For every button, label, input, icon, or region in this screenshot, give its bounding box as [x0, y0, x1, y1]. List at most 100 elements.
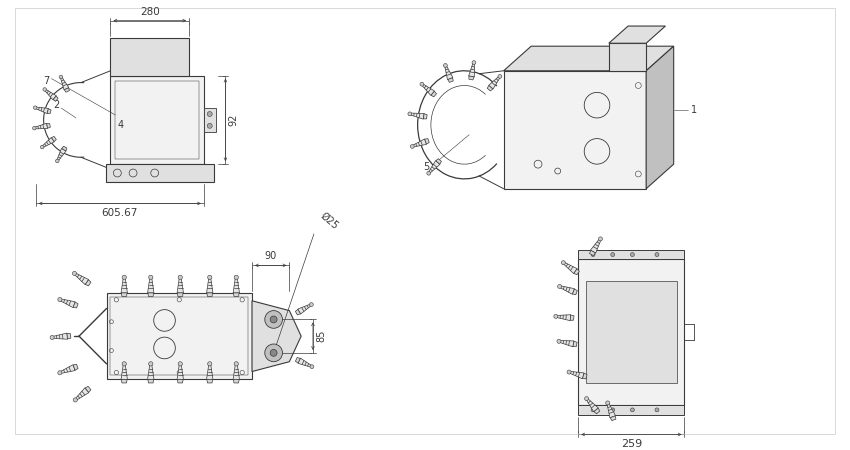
Circle shape: [309, 303, 314, 306]
Bar: [578, 405, 684, 415]
Polygon shape: [52, 333, 67, 339]
Bar: [110, 297, 248, 375]
Circle shape: [420, 82, 424, 86]
Circle shape: [122, 362, 127, 366]
Circle shape: [50, 335, 54, 340]
Circle shape: [41, 145, 44, 149]
Polygon shape: [85, 386, 91, 392]
Polygon shape: [591, 238, 601, 253]
Circle shape: [270, 316, 277, 323]
Circle shape: [234, 275, 238, 279]
Polygon shape: [563, 262, 577, 274]
Circle shape: [631, 252, 634, 256]
Circle shape: [655, 252, 659, 256]
Circle shape: [73, 398, 77, 402]
Polygon shape: [487, 86, 493, 91]
Circle shape: [149, 362, 153, 366]
Polygon shape: [573, 289, 577, 295]
Polygon shape: [44, 89, 56, 100]
Polygon shape: [122, 293, 127, 297]
Text: 4: 4: [117, 120, 123, 130]
Circle shape: [606, 401, 609, 405]
Circle shape: [178, 362, 183, 366]
Circle shape: [498, 75, 501, 78]
Polygon shape: [609, 26, 666, 43]
Bar: [504, 71, 646, 189]
Polygon shape: [569, 371, 584, 379]
Circle shape: [408, 112, 411, 116]
Bar: [116, 81, 199, 159]
Circle shape: [411, 144, 414, 149]
Circle shape: [598, 237, 603, 241]
Polygon shape: [586, 398, 598, 412]
Polygon shape: [177, 364, 184, 379]
Circle shape: [444, 63, 447, 68]
Circle shape: [207, 362, 212, 366]
Circle shape: [558, 284, 562, 288]
Circle shape: [655, 408, 659, 412]
Circle shape: [207, 275, 212, 279]
Bar: [578, 250, 684, 260]
Polygon shape: [178, 379, 183, 383]
Polygon shape: [610, 416, 616, 421]
Polygon shape: [60, 299, 75, 308]
Polygon shape: [121, 364, 128, 379]
Circle shape: [554, 315, 558, 319]
Text: Ø25: Ø25: [319, 211, 341, 231]
Polygon shape: [646, 46, 674, 189]
Polygon shape: [177, 277, 184, 293]
Circle shape: [567, 370, 571, 374]
Text: 92: 92: [229, 114, 238, 126]
Polygon shape: [423, 114, 428, 119]
Polygon shape: [436, 159, 441, 164]
Polygon shape: [298, 304, 312, 314]
Circle shape: [33, 106, 37, 109]
Circle shape: [207, 112, 212, 117]
Text: 90: 90: [264, 252, 277, 261]
Text: 280: 280: [140, 7, 160, 17]
Text: 259: 259: [620, 439, 642, 450]
Circle shape: [557, 339, 561, 343]
Circle shape: [472, 61, 476, 64]
Polygon shape: [431, 91, 436, 97]
Polygon shape: [296, 357, 300, 363]
Polygon shape: [65, 88, 70, 92]
Polygon shape: [559, 286, 575, 294]
Polygon shape: [35, 107, 48, 113]
Polygon shape: [34, 123, 48, 129]
Polygon shape: [410, 113, 424, 119]
Polygon shape: [445, 65, 453, 80]
Polygon shape: [207, 293, 212, 297]
Circle shape: [591, 408, 595, 412]
Polygon shape: [148, 277, 154, 293]
Polygon shape: [73, 364, 78, 370]
Circle shape: [265, 344, 282, 362]
Circle shape: [265, 310, 282, 328]
Polygon shape: [42, 137, 54, 148]
Circle shape: [32, 126, 36, 130]
Circle shape: [611, 408, 615, 412]
Polygon shape: [296, 309, 301, 315]
Polygon shape: [207, 277, 213, 293]
Text: 5: 5: [423, 162, 430, 172]
Polygon shape: [178, 293, 183, 297]
Polygon shape: [57, 148, 66, 161]
Polygon shape: [233, 364, 240, 379]
Bar: [110, 76, 204, 164]
Polygon shape: [594, 408, 600, 414]
Polygon shape: [73, 302, 78, 308]
Polygon shape: [207, 364, 213, 379]
Polygon shape: [62, 146, 67, 151]
Bar: [110, 38, 189, 76]
Bar: [106, 293, 252, 379]
Polygon shape: [489, 76, 501, 89]
Text: 2: 2: [54, 100, 60, 110]
Circle shape: [178, 275, 183, 279]
Circle shape: [207, 123, 212, 128]
Polygon shape: [122, 379, 127, 383]
Polygon shape: [558, 341, 574, 347]
Text: 7: 7: [43, 76, 49, 86]
Circle shape: [122, 275, 127, 279]
Polygon shape: [74, 273, 88, 285]
Bar: [578, 260, 684, 405]
